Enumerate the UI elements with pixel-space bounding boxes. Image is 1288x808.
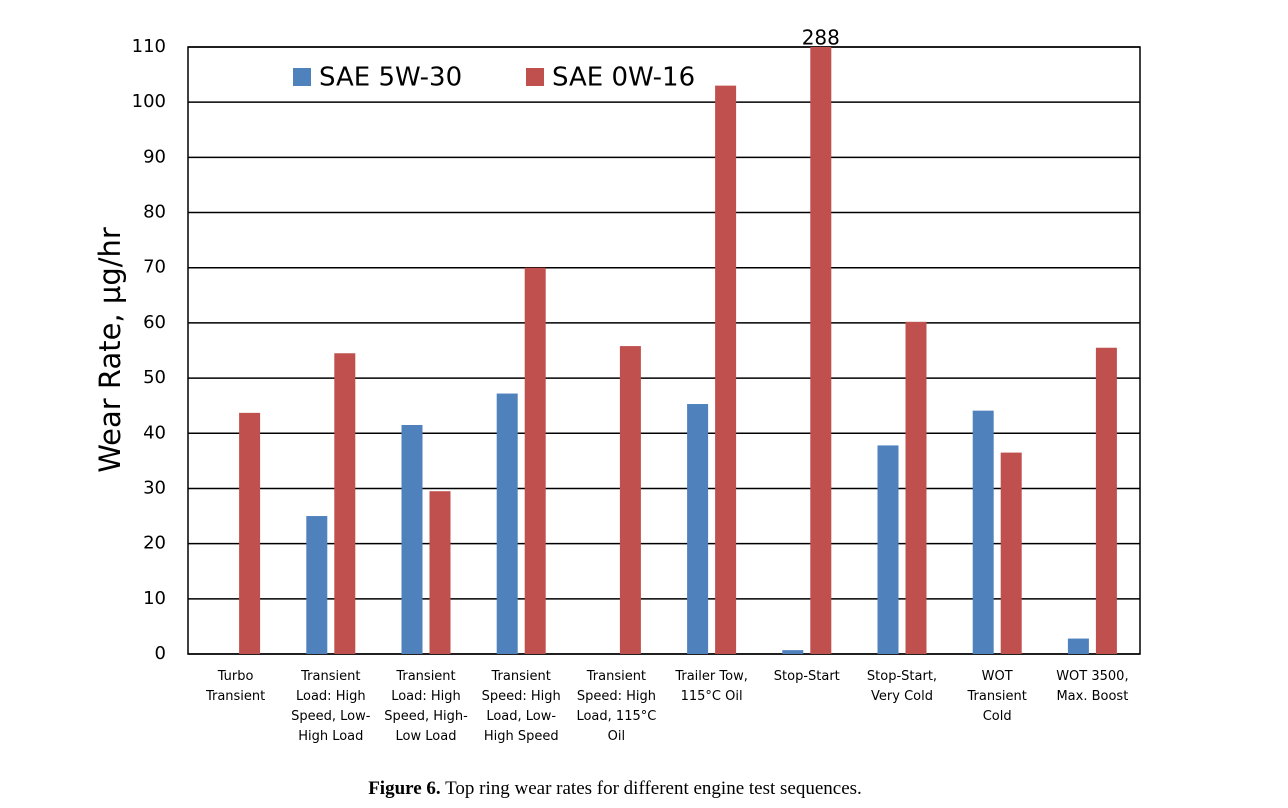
bar — [715, 85, 737, 654]
value-label: 288 — [802, 26, 840, 50]
legend-swatch — [526, 68, 544, 86]
bar — [496, 393, 518, 654]
legend-label: SAE 5W-30 — [319, 63, 462, 93]
bar — [687, 404, 709, 654]
plot-frame — [187, 46, 1141, 655]
bar — [905, 321, 927, 654]
caption: Figure 6. Top ring wear rates for differ… — [368, 778, 862, 799]
y-tick-label: 30 — [143, 477, 166, 498]
bar — [810, 47, 832, 654]
bar — [334, 353, 356, 654]
x-tick-label: Transient Load: High Speed, Low-High Load — [291, 669, 371, 744]
y-tick-label: 110 — [132, 36, 166, 57]
bar — [429, 491, 451, 654]
y-axis-label: Wear Rate, µg/hr — [93, 227, 127, 473]
bar — [782, 650, 804, 654]
caption-text: Top ring wear rates for different engine… — [445, 778, 862, 799]
bar — [306, 516, 328, 654]
x-tick-label: Stop-Start, Very Cold — [867, 669, 937, 704]
bar — [1000, 452, 1022, 654]
legend-label: SAE 0W-16 — [552, 63, 695, 93]
bar — [1067, 638, 1089, 654]
y-tick-label: 50 — [143, 367, 166, 388]
x-tick-label: Transient Speed: High Load, 115°C Oil — [576, 669, 656, 744]
bars — [239, 47, 1117, 654]
bar — [972, 410, 994, 654]
y-tick-label: 100 — [132, 91, 166, 112]
bar — [524, 267, 546, 654]
y-tick-label: 60 — [143, 312, 166, 333]
y-tick-label: 0 — [155, 643, 166, 664]
x-tick-label: Transient Speed: High Load, Low-High Speed — [482, 669, 561, 744]
x-tick-label: WOT 3500, Max. Boost — [1056, 669, 1128, 704]
x-tick-label: Trailer Tow, 115°C Oil — [674, 669, 748, 704]
y-tick-label: 10 — [143, 588, 166, 609]
bar — [619, 346, 641, 654]
y-tick-label: 90 — [143, 146, 166, 167]
caption-label: Figure 6. — [368, 778, 440, 799]
x-tick-label: Turbo Transient — [205, 669, 265, 704]
y-tick-label: 80 — [143, 202, 166, 223]
x-tick-label: WOT Transient Cold — [967, 669, 1027, 724]
y-tick-label: 70 — [143, 257, 166, 278]
y-tick-label: 20 — [143, 533, 166, 554]
bar — [239, 412, 261, 654]
bar — [401, 424, 423, 654]
bar — [1095, 347, 1117, 654]
x-tick-label: Stop-Start — [774, 669, 840, 684]
y-tick-label: 40 — [143, 422, 166, 443]
legend-swatch — [293, 68, 311, 86]
bar — [877, 445, 899, 654]
x-tick-label: Transient Load: High Speed, High-Low Load — [384, 669, 468, 744]
